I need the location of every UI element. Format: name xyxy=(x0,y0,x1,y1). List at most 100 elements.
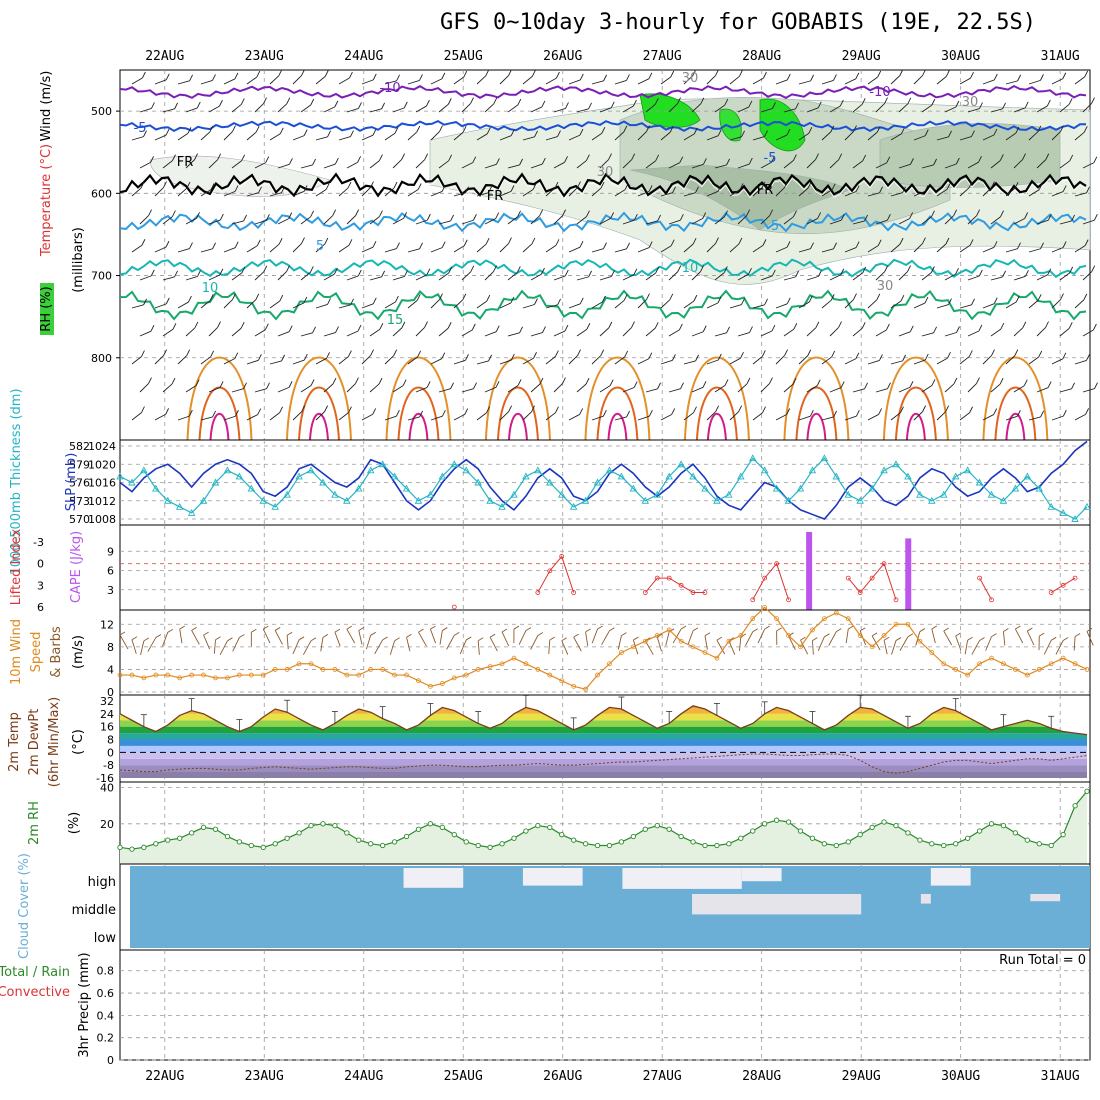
wind-barb xyxy=(741,298,745,305)
thickness-marker xyxy=(737,472,745,480)
wind-barb xyxy=(327,130,331,137)
wind-barb xyxy=(438,160,449,169)
rh-legend-swatch xyxy=(40,283,54,335)
wind-barb xyxy=(716,639,726,655)
thickness-marker xyxy=(510,490,518,498)
wind-barb xyxy=(614,189,626,197)
wind-speed-marker xyxy=(225,675,230,681)
wind-speed-marker xyxy=(1072,661,1078,667)
cape-bar xyxy=(905,538,912,610)
wind-barb xyxy=(251,628,257,633)
wind-barb xyxy=(264,323,269,331)
rh-marker xyxy=(582,841,589,847)
wind-barb xyxy=(591,301,603,309)
lifted-index-line xyxy=(847,562,897,600)
wind-barb xyxy=(143,298,147,306)
rh-marker xyxy=(415,826,422,832)
wind-barb xyxy=(513,625,520,630)
wind-barb xyxy=(119,631,126,636)
wind-barb xyxy=(278,69,283,77)
wind-barb xyxy=(477,637,484,642)
wind-barb xyxy=(231,220,244,225)
wind-speed-marker xyxy=(451,675,457,681)
wind-barb xyxy=(913,135,926,141)
wind-barb xyxy=(729,189,741,197)
wind-speed-marker xyxy=(595,672,600,678)
wind-barb xyxy=(921,272,932,281)
thickness-marker xyxy=(1011,484,1020,492)
wind-barb xyxy=(223,358,235,365)
wind-barb xyxy=(764,130,768,137)
wind-speed-marker xyxy=(344,672,350,678)
wind-barb xyxy=(361,134,374,141)
wind-barb xyxy=(657,214,661,222)
wind-barb xyxy=(508,237,512,244)
wind-barb xyxy=(1059,160,1070,169)
wind-barb xyxy=(430,299,440,309)
wind-barb xyxy=(670,70,675,78)
wind-barb xyxy=(729,136,742,141)
wind-barb xyxy=(530,163,543,169)
wind-speed-marker xyxy=(535,667,541,672)
wind-barb xyxy=(208,105,220,113)
wind-barb xyxy=(209,294,214,301)
wind-barb xyxy=(1005,80,1018,85)
wind-barb xyxy=(930,266,935,273)
date-label-top: 23AUG xyxy=(245,49,284,64)
wind-barb xyxy=(786,297,791,304)
wind-barb xyxy=(976,209,981,216)
wind-barb xyxy=(840,381,845,388)
wind-barb xyxy=(279,406,283,413)
thickness-marker xyxy=(450,460,459,468)
wind-barb xyxy=(419,74,423,81)
wind-barb xyxy=(415,159,425,169)
wind-barb xyxy=(300,385,312,393)
wind-barb xyxy=(557,298,561,306)
wind-barb xyxy=(752,628,758,633)
wind-barb xyxy=(416,294,421,301)
wind-barb xyxy=(1062,72,1067,79)
rh-marker xyxy=(475,842,481,849)
wind-barb xyxy=(577,349,581,356)
rh-marker xyxy=(439,824,445,831)
lifted-index-marker xyxy=(559,554,565,559)
wind-barb xyxy=(864,214,868,222)
ylabel-dewpt: 2m DewPt xyxy=(27,709,42,776)
wind-speed-marker xyxy=(929,650,935,655)
wind-barb xyxy=(269,192,282,197)
ylabel-slp: SLP (mb) xyxy=(64,453,79,512)
wind-barb xyxy=(1059,388,1072,393)
thickness-marker xyxy=(378,460,387,468)
wind-barb xyxy=(315,411,325,421)
wind-barb xyxy=(703,158,707,165)
wind-speed-marker xyxy=(630,644,636,650)
wind-barb xyxy=(959,245,971,253)
wind-barb xyxy=(810,242,814,249)
wind-barb xyxy=(1074,633,1081,637)
wind-barb xyxy=(292,135,305,141)
lifted-index-marker xyxy=(571,590,577,595)
wind-barb xyxy=(338,244,350,253)
wind-barb xyxy=(269,75,280,85)
wind-barb xyxy=(876,293,881,301)
wind-barb xyxy=(1091,97,1095,104)
thickness-marker xyxy=(916,490,924,498)
wind-barb xyxy=(702,381,707,388)
wind-barb xyxy=(463,70,468,78)
wind-speed-marker xyxy=(380,667,386,672)
wind-barb xyxy=(369,383,380,393)
wind-barb xyxy=(900,294,905,302)
thickness-marker xyxy=(677,460,685,468)
wind-barb xyxy=(1005,355,1016,365)
thickness-marker xyxy=(856,496,864,504)
wind-barb xyxy=(139,107,152,113)
wind-barb xyxy=(279,127,284,134)
wind-barb xyxy=(269,300,281,309)
wind-barb xyxy=(548,639,551,655)
wind-barb xyxy=(660,131,671,141)
wind-barb xyxy=(194,153,198,160)
wind-speed-marker xyxy=(762,604,768,610)
wind-barb xyxy=(426,213,431,221)
wind-barb xyxy=(143,130,147,137)
